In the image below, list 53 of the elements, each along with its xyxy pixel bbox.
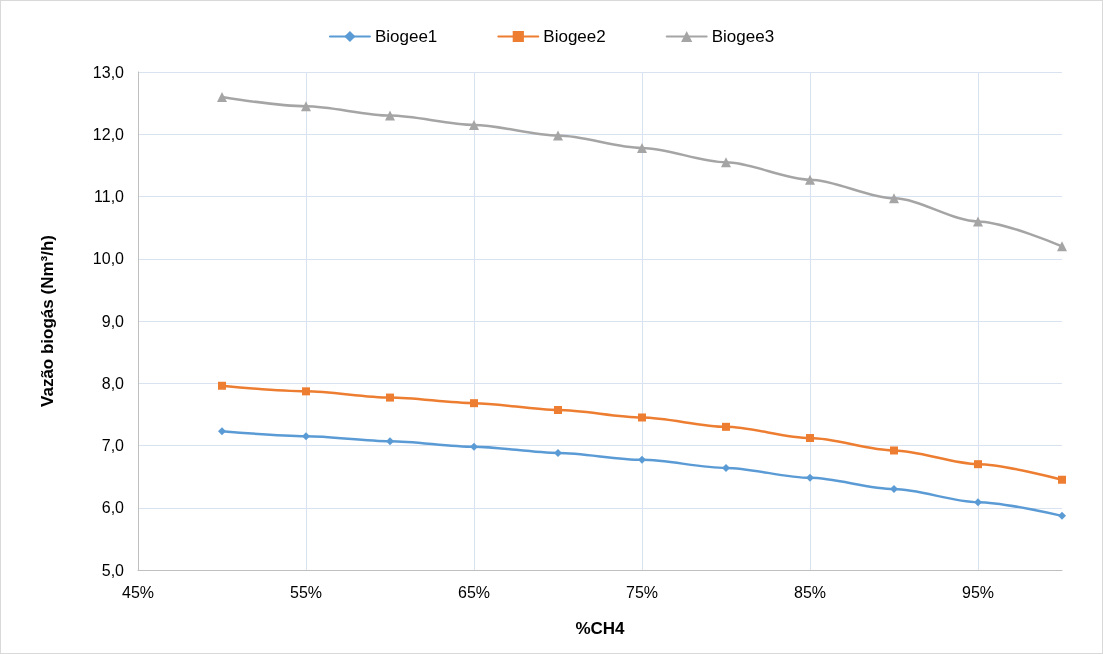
y-tick-label: 13,0	[92, 63, 125, 81]
x-tick-label: 55%	[289, 583, 323, 601]
point	[302, 387, 310, 396]
y-tick-label: 7,0	[101, 437, 125, 454]
point	[553, 130, 563, 141]
point	[218, 381, 226, 390]
y-tick-label: 5,0	[101, 561, 125, 579]
x-tick-label: 95%	[961, 583, 995, 601]
point	[890, 485, 898, 494]
point	[386, 437, 394, 446]
point	[637, 142, 647, 153]
x-tick-label: 65%	[457, 583, 491, 601]
point	[217, 91, 227, 102]
point	[722, 422, 730, 431]
x-axis-title: %CH4	[575, 619, 626, 638]
point	[301, 101, 311, 112]
y-tick-label: 9,0	[101, 312, 125, 330]
point	[470, 399, 478, 408]
point	[385, 110, 395, 121]
x-tick-label: 75%	[625, 583, 659, 601]
legend-label: Biogee1	[374, 27, 438, 46]
point	[974, 498, 982, 507]
point	[974, 460, 982, 469]
point	[218, 427, 226, 436]
point	[1058, 511, 1066, 520]
point	[806, 473, 814, 482]
y-tick-label: 6,0	[101, 499, 125, 517]
point	[302, 432, 310, 441]
point	[806, 434, 814, 443]
y-tick-label: 12,0	[92, 125, 125, 143]
point	[721, 157, 731, 168]
y-tick-label: 11,0	[94, 188, 125, 205]
y-axis-title: Vazão biogás (Nm³/h)	[38, 235, 57, 407]
y-tick-label: 8,0	[101, 374, 125, 392]
point	[469, 119, 479, 130]
x-tick-label: 85%	[793, 583, 827, 601]
point	[638, 413, 646, 422]
point	[470, 442, 478, 451]
point	[890, 446, 898, 455]
point	[889, 193, 899, 204]
y-tick-label: 10,0	[92, 250, 125, 268]
point	[805, 174, 815, 185]
point	[1058, 475, 1066, 484]
point	[1057, 241, 1067, 252]
x-tick-label: 45%	[121, 583, 155, 601]
point	[722, 463, 730, 472]
legend-label: Biogee2	[543, 27, 606, 46]
point	[554, 448, 562, 457]
point	[554, 406, 562, 415]
legend-label: Biogee3	[711, 27, 775, 46]
point	[638, 455, 646, 464]
point	[386, 393, 394, 402]
point	[973, 216, 983, 227]
